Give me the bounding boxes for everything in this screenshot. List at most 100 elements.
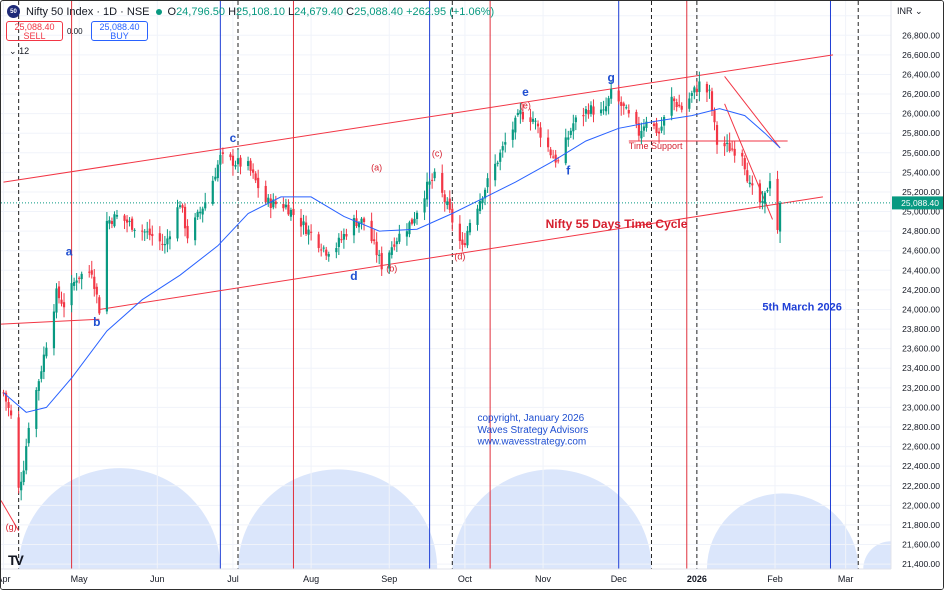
candle-body xyxy=(108,220,111,224)
y-tick-label: 23,400.00 xyxy=(902,363,940,373)
candle-body xyxy=(146,231,149,233)
symbol-title[interactable]: Nifty 50 Index · 1D · NSE xyxy=(26,5,150,18)
candle-body xyxy=(625,107,628,109)
time-axis-bg xyxy=(1,569,943,589)
wave-label: (g) xyxy=(6,522,17,532)
candle-body xyxy=(657,131,661,134)
spread-value: 0.00 xyxy=(67,27,83,36)
candle-body xyxy=(62,302,66,308)
wave-label: a xyxy=(66,245,73,259)
candle-body xyxy=(478,200,482,212)
candle-body xyxy=(637,123,640,136)
candle-body xyxy=(499,152,502,162)
sell-button[interactable]: 25,088.40 SELL xyxy=(6,21,63,41)
candle-body xyxy=(289,209,293,217)
candle-body xyxy=(778,202,782,232)
cycle-arc xyxy=(452,469,652,569)
candle-body xyxy=(768,181,772,189)
candle-body xyxy=(708,89,711,91)
candle-body xyxy=(622,103,625,106)
candle-body xyxy=(393,244,396,247)
candle-body xyxy=(125,219,129,223)
candle-body xyxy=(481,198,484,203)
candle-body xyxy=(98,297,101,314)
candle-body xyxy=(7,402,10,408)
chevron-down-icon: ⌄ xyxy=(915,6,923,16)
candle-body xyxy=(501,146,504,151)
candle-body xyxy=(549,149,552,156)
candle-body xyxy=(741,152,744,157)
candle-body xyxy=(690,93,693,96)
indicators-toggle[interactable]: ⌄ 12 xyxy=(9,46,29,57)
candle-body xyxy=(27,427,30,444)
candle-body xyxy=(231,155,235,166)
candle-body xyxy=(73,282,76,286)
candle-body xyxy=(627,110,630,114)
copyright-line-1: copyright, January 2026 xyxy=(478,413,585,424)
candle-body xyxy=(352,218,356,236)
candle-body xyxy=(181,205,184,208)
candle-body xyxy=(673,98,676,102)
y-tick-label: 25,400.00 xyxy=(902,167,940,177)
candle-body xyxy=(433,171,436,179)
chevron-down-icon: ⌄ xyxy=(9,46,17,56)
candle-body xyxy=(373,239,376,242)
y-tick-label: 23,000.00 xyxy=(902,402,940,412)
candle-body xyxy=(698,81,701,93)
candle-body xyxy=(221,152,224,154)
candle-body xyxy=(514,117,517,133)
candle-body xyxy=(246,161,250,166)
candle-body xyxy=(486,178,489,188)
copyright-line-3: www.wavesstrategy.com xyxy=(477,437,587,448)
wave-label: c xyxy=(230,131,237,145)
candle-body xyxy=(176,207,179,239)
tradingview-logo: TV xyxy=(8,552,24,568)
candle-body xyxy=(70,283,73,306)
candle-body xyxy=(695,88,698,92)
y-tick-label: 21,600.00 xyxy=(902,540,940,550)
candle-body xyxy=(557,160,560,162)
chart-annotation-title: Nifty 55 Days Time Cycle xyxy=(546,217,688,231)
candle-body xyxy=(25,446,28,471)
candle-body xyxy=(370,220,373,242)
candle-body xyxy=(441,172,444,193)
x-tick-label: Sep xyxy=(381,574,397,584)
buy-button[interactable]: 25,088.40 BUY xyxy=(91,21,148,41)
trend-line xyxy=(1,318,100,325)
candle-body xyxy=(733,148,736,156)
candle-body xyxy=(4,392,8,402)
market-status-icon xyxy=(155,8,162,15)
candle-body xyxy=(728,142,731,152)
candle-body xyxy=(604,106,608,112)
plot-area xyxy=(1,1,891,569)
candle-body xyxy=(158,233,161,242)
x-tick-label: 2026 xyxy=(687,574,707,584)
candle-body xyxy=(620,101,623,106)
candle-body xyxy=(536,123,540,127)
candle-body xyxy=(652,123,656,126)
candle-body xyxy=(234,164,237,167)
candle-body xyxy=(521,111,524,120)
candle-body xyxy=(640,130,643,139)
candle-body xyxy=(569,130,572,135)
candle-body xyxy=(743,158,746,170)
candle-body xyxy=(592,106,595,115)
symbol-header: 50 Nifty 50 Index · 1D · NSE O24,796.50 … xyxy=(7,5,494,18)
candle-body xyxy=(141,230,144,232)
candle-body xyxy=(322,247,325,249)
candle-body xyxy=(287,204,290,215)
candle-body xyxy=(675,102,678,108)
currency-selector[interactable]: INR ⌄ xyxy=(897,6,937,17)
candle-body xyxy=(340,239,343,241)
candle-body xyxy=(776,178,779,230)
candle-body xyxy=(398,233,401,242)
candle-body xyxy=(446,201,449,206)
candle-body xyxy=(257,177,260,189)
candle-body xyxy=(327,254,330,257)
candle-body xyxy=(317,234,320,249)
candle-body xyxy=(415,212,419,219)
candle-body xyxy=(763,192,767,204)
channel-line xyxy=(99,196,824,310)
